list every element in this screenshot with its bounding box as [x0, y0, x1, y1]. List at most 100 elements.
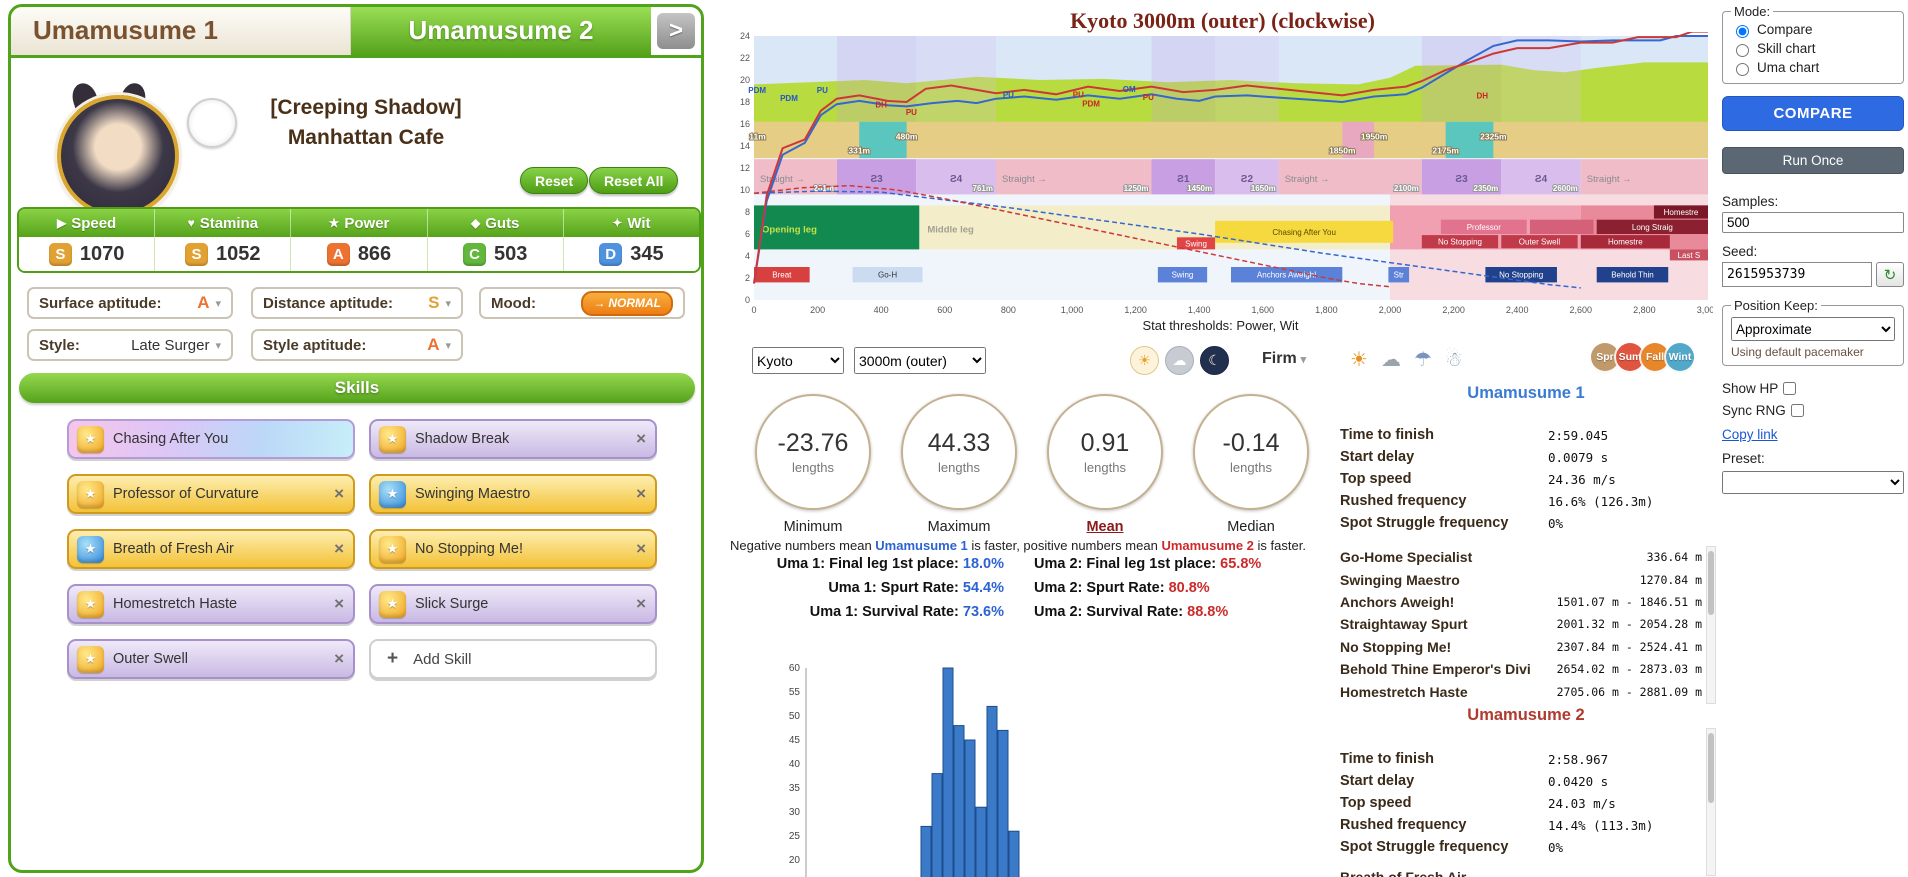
skill-chip-outer-swell[interactable]: ★ Outer Swell ×: [67, 639, 355, 679]
season-sum-toggle[interactable]: Sum: [1616, 343, 1644, 371]
season-spr-toggle[interactable]: Spr: [1591, 343, 1619, 371]
weather-rainy-toggle[interactable]: ☂: [1413, 349, 1432, 371]
add-skill-button[interactable]: + Add Skill: [369, 639, 657, 679]
mode-option-uma-chart[interactable]: Uma chart: [1731, 58, 1895, 77]
remove-skill-button[interactable]: ×: [334, 594, 344, 613]
distance-select[interactable]: 3000m (outer): [854, 347, 986, 374]
skill-activation-row: Straightaway Spurt 2001.32 m - 2054.28 m: [1340, 613, 1702, 635]
ground-condition-select[interactable]: Firm ▾: [1262, 350, 1306, 368]
mood-badge: → NORMAL: [581, 290, 673, 316]
mode-option-compare[interactable]: Compare: [1731, 20, 1895, 39]
skill-activation-range: 2705.06 m - 2881.09 m: [1556, 684, 1702, 699]
tab-umamusume-2[interactable]: Umamusume 2: [351, 7, 651, 55]
stat-value-speed[interactable]: S 1070: [19, 237, 156, 271]
result-value: -0.14: [1222, 429, 1280, 457]
sync-rng-checkbox[interactable]: [1790, 403, 1804, 417]
note-text: Negative numbers mean: [730, 538, 876, 553]
style-aptitude-select[interactable]: Style aptitude: A ▾: [251, 329, 463, 361]
stat-number: 345: [630, 242, 664, 265]
result-circle: 0.91 lengths: [1047, 394, 1163, 510]
weather-cloudy-toggle[interactable]: ☁: [1380, 349, 1401, 371]
next-uma-arrow-button[interactable]: >: [657, 13, 695, 49]
detail-row: Rushed frequency 16.6% (126.3m): [1340, 490, 1705, 512]
stat-value-stamina[interactable]: S 1052: [155, 237, 292, 271]
tab-umamusume-1[interactable]: Umamusume 1: [11, 7, 351, 55]
stat-value-power[interactable]: A 866: [291, 237, 428, 271]
copy-link[interactable]: Copy link: [1722, 427, 1778, 442]
stat-value-guts[interactable]: C 503: [428, 237, 564, 271]
remove-skill-button[interactable]: ×: [636, 484, 646, 503]
skill-name: No Stopping Me!: [415, 541, 524, 557]
compare-button[interactable]: COMPARE: [1722, 96, 1904, 131]
distance-aptitude-select[interactable]: Distance aptitude: S ▾: [251, 287, 463, 319]
uma1-skill-list-scrollbar[interactable]: [1706, 546, 1716, 704]
skill-activation-row: Go-Home Specialist 336.64 m: [1340, 546, 1702, 568]
svg-text:10: 10: [740, 185, 750, 195]
remove-skill-button[interactable]: ×: [636, 539, 646, 558]
svg-text:Behold Thin: Behold Thin: [1611, 271, 1654, 280]
detail-row: Top speed 24.36 m/s: [1340, 468, 1705, 490]
skill-chip-chasing-after-you[interactable]: ★ Chasing After You: [67, 419, 355, 459]
surface-aptitude-select[interactable]: Surface aptitude: A ▾: [27, 287, 233, 319]
remove-skill-button[interactable]: ×: [636, 594, 646, 613]
skill-chip-homestretch-haste[interactable]: ★ Homestretch Haste ×: [67, 584, 355, 624]
mode-radio-compare[interactable]: [1736, 24, 1749, 38]
run-once-button[interactable]: Run Once: [1722, 147, 1904, 174]
character-name: [Creeping Shadow] Manhattan Cafe: [176, 93, 556, 153]
position-keep-legend: Position Keep:: [1734, 298, 1818, 313]
mode-option-label: Compare: [1757, 22, 1813, 37]
weather-sunny-toggle[interactable]: ☀: [1350, 349, 1368, 371]
samples-input[interactable]: [1722, 212, 1904, 233]
skill-chip-swinging-maestro[interactable]: ★ Swinging Maestro ×: [369, 474, 657, 514]
distance-aptitude-grade: S: [428, 293, 440, 312]
new-seed-button[interactable]: ↻: [1876, 262, 1904, 287]
outfit-badge-icon[interactable]: [187, 98, 237, 148]
skill-chip-professor-of-curvature[interactable]: ★ Professor of Curvature ×: [67, 474, 355, 514]
time-night-toggle[interactable]: ☾: [1200, 346, 1229, 375]
remove-skill-button[interactable]: ×: [334, 484, 344, 503]
result-value: 44.33: [927, 429, 991, 457]
mode-radio-skill-chart[interactable]: [1736, 43, 1749, 57]
track-select[interactable]: Kyoto: [752, 347, 844, 374]
mode-fieldset: Mode: Compare Skill chart Uma chart: [1722, 4, 1904, 84]
mode-option-skill-chart[interactable]: Skill chart: [1731, 39, 1895, 58]
season-fall-toggle[interactable]: Fall: [1641, 343, 1669, 371]
skill-chip-shadow-break[interactable]: ★ Shadow Break ×: [369, 419, 657, 459]
samples-label: Samples:: [1722, 194, 1779, 209]
skill-chip-breath-of-fresh-air[interactable]: ★ Breath of Fresh Air ×: [67, 529, 355, 569]
season-wint-toggle[interactable]: Wint: [1666, 343, 1694, 371]
mode-radio-uma-chart[interactable]: [1736, 62, 1749, 76]
uma2-skill-list-scrollbar[interactable]: [1706, 728, 1716, 876]
rate-value: 73.6%: [962, 604, 1004, 620]
stat-value-wit[interactable]: D 345: [564, 237, 699, 271]
svg-text:20: 20: [789, 855, 801, 866]
reset-all-button[interactable]: Reset All: [589, 167, 679, 194]
skill-icon: ★: [77, 535, 104, 563]
svg-text:40: 40: [789, 759, 801, 770]
character-avatar[interactable]: [57, 80, 237, 217]
weather-snowy-toggle[interactable]: ☃: [1444, 349, 1463, 371]
time-cloudy-toggle[interactable]: ☁: [1165, 346, 1194, 375]
time-of-day-toggles: ☀ ☁ ☾: [1130, 346, 1229, 375]
detail-value: 24.03 m/s: [1548, 795, 1616, 811]
position-keep-select[interactable]: Approximate: [1731, 317, 1895, 341]
remove-skill-button[interactable]: ×: [636, 429, 646, 448]
style-select[interactable]: Style: Late Surger ▾: [27, 329, 233, 361]
remove-skill-button[interactable]: ×: [334, 649, 344, 668]
uma1-results-header: Umamusume 1: [1467, 384, 1585, 402]
mood-select[interactable]: Mood: → NORMAL: [479, 287, 685, 319]
detail-label: Spot Struggle frequency: [1340, 515, 1509, 531]
svg-text:0: 0: [751, 305, 756, 315]
skill-activation-name: Anchors Aweigh!: [1340, 593, 1455, 610]
preset-select[interactable]: [1722, 471, 1904, 494]
skill-activation-name: Breath of Fresh Air: [1340, 869, 1702, 877]
stat-label: Wit: [627, 214, 651, 232]
remove-skill-button[interactable]: ×: [334, 539, 344, 558]
show-hp-checkbox[interactable]: [1783, 381, 1797, 395]
skill-chip-slick-surge[interactable]: ★ Slick Surge ×: [369, 584, 657, 624]
reset-button[interactable]: Reset: [520, 167, 589, 194]
skill-chip-no-stopping-me[interactable]: ★ No Stopping Me! ×: [369, 529, 657, 569]
seed-input[interactable]: [1722, 262, 1872, 287]
mood-value: NORMAL: [608, 296, 661, 310]
time-sunny-toggle[interactable]: ☀: [1130, 346, 1159, 375]
